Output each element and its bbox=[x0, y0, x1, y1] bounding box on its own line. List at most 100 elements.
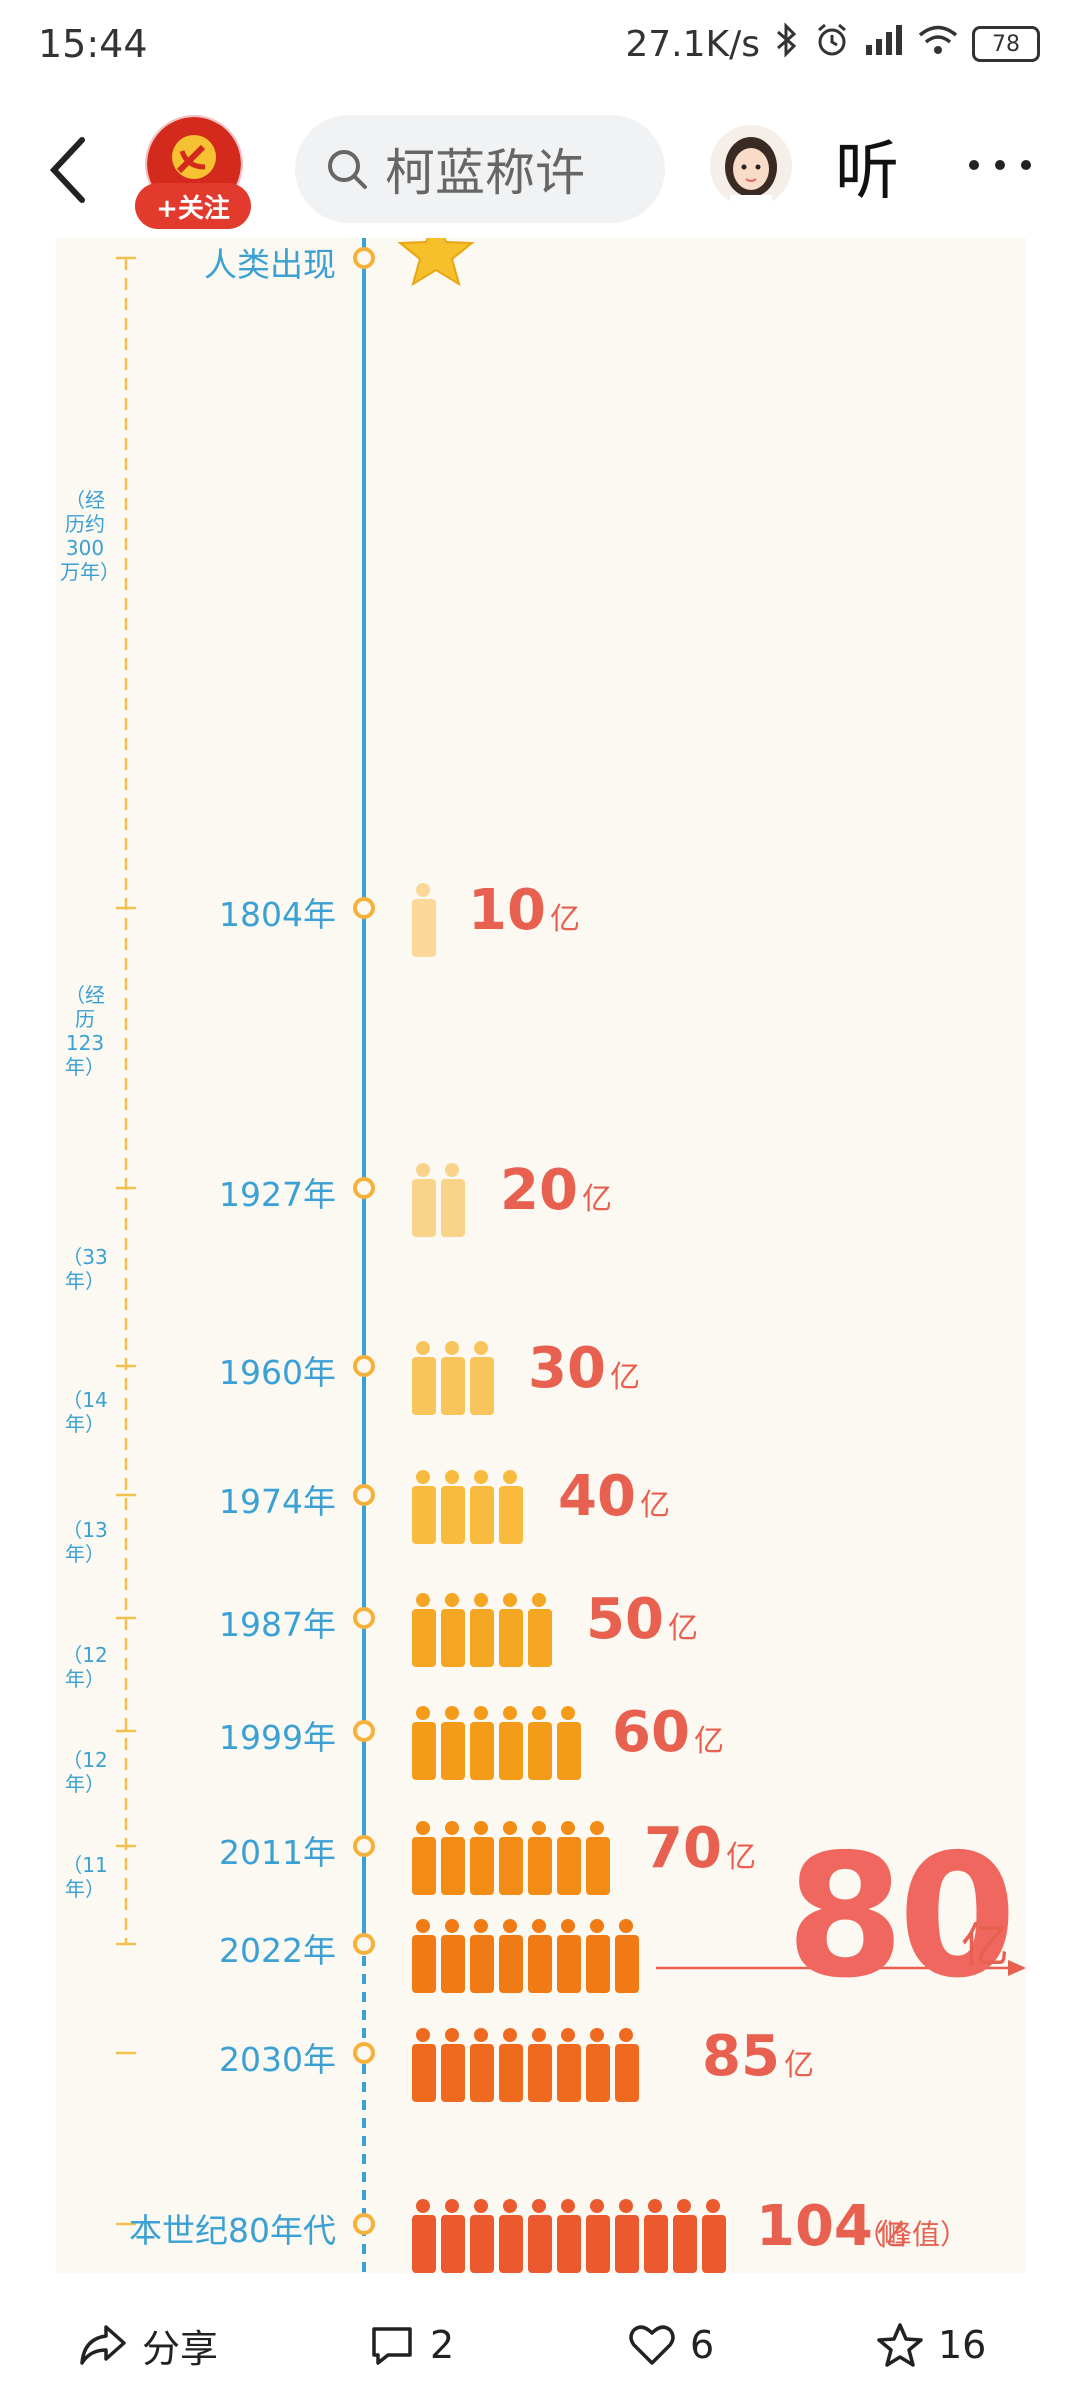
person-icon bbox=[499, 2044, 523, 2102]
person-icon bbox=[412, 2215, 436, 2273]
population-value: 40 亿 bbox=[558, 1464, 670, 1529]
person-icon bbox=[528, 1935, 552, 1993]
person-icon bbox=[412, 2044, 436, 2102]
person-icon bbox=[445, 1341, 459, 1355]
person-icon bbox=[474, 2199, 488, 2213]
person-icon bbox=[441, 2044, 465, 2102]
population-value: 70 亿 bbox=[644, 1816, 756, 1881]
person-icon bbox=[474, 1919, 488, 1933]
milestone-label: 人类出现 bbox=[204, 245, 336, 284]
person-icon bbox=[412, 1609, 436, 1667]
population-value: 50 亿 bbox=[586, 1587, 698, 1652]
bluetooth-icon bbox=[774, 21, 800, 67]
person-icon bbox=[412, 1357, 436, 1415]
like-button[interactable]: 6 bbox=[628, 2323, 714, 2367]
person-icon bbox=[561, 2028, 575, 2042]
person-icon bbox=[416, 1593, 430, 1607]
share-button[interactable]: 分享 bbox=[78, 2318, 218, 2373]
timeline-graphics bbox=[116, 238, 1026, 2273]
listen-button[interactable]: 听 bbox=[835, 135, 899, 209]
person-icon bbox=[470, 2044, 494, 2102]
population-timeline-image: 人类出现 1804年 1927年 1960年 1974年 1987年 1999年… bbox=[56, 238, 1026, 2273]
comment-icon bbox=[372, 2327, 412, 2365]
person-icon bbox=[590, 1919, 604, 1933]
person-icon bbox=[615, 1935, 639, 1993]
person-icon bbox=[615, 2044, 639, 2102]
status-bar: 15:44 27.1K/s 78 bbox=[0, 0, 1080, 90]
interval-label: （11年） bbox=[62, 1853, 108, 1901]
follow-button[interactable]: +关注 bbox=[135, 183, 251, 229]
milestone-label: 2022年 bbox=[219, 1931, 336, 1970]
person-icon bbox=[445, 2028, 459, 2042]
person-icon bbox=[503, 1593, 517, 1607]
person-icon bbox=[499, 2215, 523, 2273]
person-icon bbox=[474, 1821, 488, 1835]
milestone-label: 1999年 bbox=[219, 1718, 336, 1757]
star-icon bbox=[397, 238, 475, 287]
person-icon bbox=[528, 1837, 552, 1895]
peak-note: （峰值） bbox=[856, 2218, 969, 2251]
population-value: 20 亿 bbox=[500, 1158, 612, 1223]
favorite-button[interactable]: 16 bbox=[876, 2322, 986, 2368]
more-dots-icon bbox=[969, 160, 1031, 170]
person-icon bbox=[470, 1609, 494, 1667]
person-icon bbox=[528, 2044, 552, 2102]
signal-icon bbox=[864, 23, 904, 66]
person-icon bbox=[590, 2199, 604, 2213]
person-icon bbox=[644, 2215, 668, 2273]
person-icon bbox=[470, 1357, 494, 1415]
back-button[interactable] bbox=[40, 130, 100, 210]
heart-icon bbox=[629, 2325, 675, 2365]
person-icon bbox=[557, 2044, 581, 2102]
more-button[interactable] bbox=[960, 140, 1040, 190]
person-icon bbox=[441, 1722, 465, 1780]
search-icon bbox=[328, 150, 367, 189]
person-icon bbox=[445, 1919, 459, 1933]
person-icon bbox=[532, 2028, 546, 2042]
search-placeholder: 柯蓝称许 bbox=[385, 144, 585, 202]
population-value: 10 亿 bbox=[468, 878, 580, 943]
highlight-unit: 亿 bbox=[961, 1918, 1010, 1974]
person-icon bbox=[416, 883, 430, 897]
person-icon bbox=[503, 1919, 517, 1933]
status-icons: 27.1K/s 78 bbox=[625, 20, 1040, 68]
chevron-left-icon bbox=[49, 137, 85, 203]
person-icon bbox=[441, 1837, 465, 1895]
person-icon bbox=[706, 2199, 720, 2213]
person-icon bbox=[557, 1935, 581, 1993]
timeline-marker bbox=[353, 2042, 375, 2064]
comment-button[interactable]: 2 bbox=[368, 2323, 454, 2367]
person-icon bbox=[528, 2215, 552, 2273]
milestone-label: 1927年 bbox=[219, 1175, 336, 1214]
person-icon bbox=[416, 2028, 430, 2042]
like-count: 6 bbox=[690, 2323, 715, 2367]
person-icon bbox=[474, 1593, 488, 1607]
person-icon bbox=[586, 2215, 610, 2273]
person-icon bbox=[561, 1919, 575, 1933]
timeline-marker bbox=[353, 1835, 375, 1857]
person-icon bbox=[416, 2199, 430, 2213]
person-icon bbox=[528, 1722, 552, 1780]
top-nav: +关注 柯蓝称许 听 bbox=[0, 110, 1080, 230]
author-avatar[interactable]: +关注 bbox=[133, 115, 253, 235]
person-icon bbox=[557, 1722, 581, 1780]
person-icon bbox=[470, 1486, 494, 1544]
alarm-icon bbox=[814, 22, 850, 67]
person-icon bbox=[503, 1470, 517, 1484]
person-icon bbox=[532, 2199, 546, 2213]
person-icon bbox=[503, 1706, 517, 1720]
person-icon bbox=[470, 1837, 494, 1895]
person-icon bbox=[445, 1593, 459, 1607]
favorite-count: 16 bbox=[938, 2323, 987, 2367]
timeline-marker bbox=[353, 1607, 375, 1629]
search-input[interactable]: 柯蓝称许 bbox=[295, 115, 665, 223]
person-icon bbox=[619, 2028, 633, 2042]
timeline-marker bbox=[353, 1933, 375, 1955]
milestone-label: 1960年 bbox=[219, 1353, 336, 1392]
person-icon bbox=[619, 2199, 633, 2213]
timeline-marker bbox=[353, 1720, 375, 1742]
person-icon bbox=[445, 1706, 459, 1720]
assistant-avatar-icon[interactable] bbox=[710, 125, 792, 207]
interval-label: （13年） bbox=[62, 1518, 108, 1566]
person-icon bbox=[445, 1821, 459, 1835]
